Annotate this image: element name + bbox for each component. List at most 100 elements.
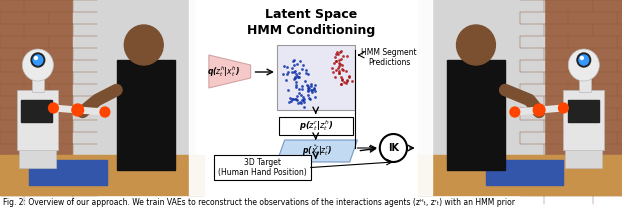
Polygon shape (277, 140, 358, 162)
Point (284, 100, 294, 104)
Point (344, 74, 355, 77)
Point (331, 60, 341, 63)
Circle shape (568, 49, 599, 81)
Point (341, 81, 351, 85)
Point (347, 79, 357, 83)
Point (333, 52, 343, 56)
Point (341, 54, 351, 58)
Point (298, 64, 308, 67)
Point (301, 68, 311, 72)
Point (307, 88, 317, 92)
Circle shape (35, 56, 37, 60)
Bar (565, 148, 602, 168)
Point (307, 82, 317, 85)
Point (290, 75, 300, 79)
Point (298, 95, 308, 99)
Text: Fig. 2: Overview of our approach. We train VAEs to reconstruct the observations : Fig. 2: Overview of our approach. We tra… (3, 198, 515, 207)
Point (338, 54, 348, 58)
Point (335, 82, 346, 86)
Text: p($z_t^r$|$z_t^h$): p($z_t^r$|$z_t^h$) (299, 119, 333, 133)
Bar (116, 60, 175, 170)
Point (292, 98, 302, 102)
Point (300, 79, 310, 83)
Circle shape (510, 107, 520, 117)
Point (333, 61, 344, 65)
Point (291, 97, 301, 101)
Point (287, 97, 298, 101)
Point (293, 101, 303, 105)
Point (297, 98, 307, 102)
Point (305, 97, 316, 101)
Point (283, 70, 293, 74)
Point (307, 84, 317, 87)
Point (336, 76, 346, 79)
Point (300, 101, 310, 104)
Point (303, 93, 313, 97)
Point (342, 80, 352, 83)
Point (310, 83, 320, 87)
Point (310, 89, 320, 93)
Point (307, 91, 317, 94)
Point (303, 90, 313, 93)
Point (339, 80, 349, 83)
Point (291, 85, 301, 89)
Point (292, 74, 302, 78)
Bar (486, 160, 563, 185)
Point (291, 83, 301, 86)
Point (290, 69, 300, 73)
Circle shape (72, 104, 84, 116)
Bar (568, 100, 599, 122)
Point (334, 72, 344, 75)
Point (334, 71, 344, 74)
Point (329, 61, 339, 65)
Point (342, 78, 352, 81)
Circle shape (49, 103, 58, 113)
Point (294, 87, 304, 91)
Point (294, 75, 305, 79)
Point (289, 58, 299, 62)
Point (309, 87, 319, 91)
Point (282, 65, 292, 68)
Point (299, 97, 309, 101)
Point (303, 85, 313, 88)
Point (298, 98, 308, 102)
Circle shape (456, 25, 495, 65)
Point (291, 72, 301, 75)
Bar (447, 60, 505, 170)
Point (310, 95, 320, 98)
Point (289, 70, 299, 74)
Point (332, 50, 342, 54)
Point (296, 101, 306, 105)
Point (336, 82, 346, 85)
Point (287, 97, 298, 101)
Bar (279, 117, 353, 135)
Point (330, 55, 340, 59)
Bar (32, 78, 44, 92)
Point (303, 72, 313, 76)
Point (331, 60, 341, 63)
Point (292, 75, 303, 79)
Point (290, 97, 300, 101)
Point (337, 77, 347, 80)
Point (328, 70, 338, 74)
Point (304, 96, 314, 99)
Bar (73, 0, 195, 160)
Bar (418, 0, 544, 160)
Point (294, 60, 305, 63)
Point (289, 64, 299, 67)
Point (286, 99, 296, 103)
Point (299, 105, 309, 109)
Point (334, 64, 344, 67)
Bar (0, 155, 204, 195)
Point (290, 76, 300, 80)
Point (295, 101, 305, 104)
Point (301, 83, 312, 87)
Point (333, 67, 343, 70)
Point (283, 89, 293, 92)
Circle shape (533, 104, 545, 116)
Text: q($z_t^h$|$x_t^h$): q($z_t^h$|$x_t^h$) (207, 64, 240, 79)
Point (334, 70, 344, 73)
Point (297, 67, 307, 71)
Point (282, 72, 292, 76)
Point (281, 78, 291, 81)
